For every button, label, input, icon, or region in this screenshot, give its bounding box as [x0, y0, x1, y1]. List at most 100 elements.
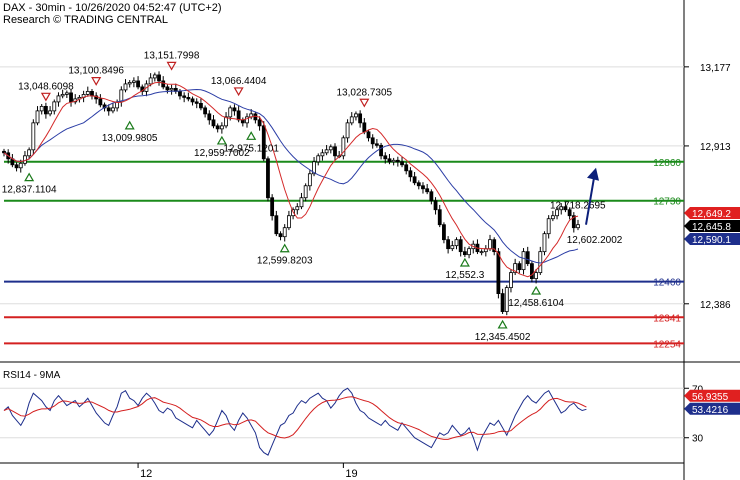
candle-body: [215, 125, 220, 130]
candle-body: [546, 218, 551, 235]
candle-body: [366, 131, 371, 139]
rsi-axis-ticks: 70 30: [684, 384, 704, 445]
rsi-tags: 56.9355 53.4216: [684, 389, 740, 416]
candle-body: [295, 206, 300, 211]
candle-body: [274, 215, 279, 235]
candle-body: [521, 251, 526, 271]
candle-body: [303, 185, 308, 199]
candle-body: [131, 80, 136, 83]
candle-body: [119, 89, 124, 103]
candle-body: [525, 251, 530, 265]
candle-body: [454, 239, 459, 247]
candle-body: [379, 144, 383, 157]
candle-body: [555, 209, 559, 217]
candle-body: [517, 263, 522, 271]
candle-body: [433, 200, 438, 211]
candle-body: [316, 155, 321, 163]
candle-body: [161, 80, 166, 88]
candle-body: [194, 101, 199, 104]
candle-body: [43, 105, 48, 115]
candle-body: [123, 83, 128, 91]
candle-body: [182, 95, 187, 98]
level-label-12460: 12460: [653, 278, 681, 289]
time-axis-ticks: 12 19: [137, 463, 358, 480]
candle-body: [261, 125, 266, 160]
candle-body: [278, 233, 283, 238]
candle-body: [383, 155, 388, 160]
candle-body: [207, 113, 212, 121]
candle-body: [387, 158, 392, 163]
candle-body: [534, 272, 539, 280]
candle-body: [228, 107, 233, 118]
candle-body: [567, 209, 572, 217]
candle-body: [211, 119, 216, 127]
rsi-line: [3, 387, 587, 456]
low-marker-icon: [459, 257, 470, 267]
annotation-label: 12,718.2695: [550, 200, 606, 211]
low-marker-icon: [497, 319, 508, 329]
candle-body: [90, 91, 94, 97]
candle-body: [559, 206, 564, 211]
high-marker-icon: [233, 87, 244, 97]
price-tick-label: 12,913: [700, 142, 731, 153]
rsi-tag-label: 53.4216: [692, 405, 729, 416]
high-annotation-label: 13,028.7305: [337, 87, 393, 98]
low-marker-icon: [531, 285, 542, 295]
candle-body: [27, 149, 32, 157]
candle-body: [203, 107, 208, 115]
level-label-12860: 12860: [653, 158, 681, 169]
rsi-tick-label: 30: [692, 434, 704, 445]
candle-body: [370, 137, 375, 145]
candle-body: [98, 98, 103, 106]
candle-body: [56, 95, 61, 103]
candle-body: [127, 82, 132, 85]
candle-body: [442, 224, 446, 241]
low-annotation-label: 12,345.4502: [475, 332, 531, 343]
candle-body: [333, 146, 337, 157]
candle-body: [18, 162, 23, 169]
candle-body: [219, 125, 224, 130]
rsi-ma-line: [3, 396, 587, 440]
candle-body: [563, 206, 568, 211]
low-marker-icon: [279, 243, 290, 253]
candle-body: [266, 158, 270, 199]
candle-body: [450, 245, 455, 250]
candle-body: [106, 107, 111, 112]
price-tags: 12,649.2 12,645.8 12,590.1: [684, 206, 740, 246]
high-marker-icon: [40, 92, 51, 102]
arrow-shaft: [585, 177, 595, 225]
candle-body: [328, 146, 333, 151]
arrow-head-icon: [587, 167, 599, 181]
candle-body: [467, 248, 471, 256]
candle-body: [85, 91, 90, 95]
candle-body: [169, 88, 174, 91]
candle-body: [462, 251, 467, 256]
candle-body: [232, 107, 237, 112]
candle-body: [437, 209, 442, 226]
candle-body: [136, 80, 140, 88]
candle-body: [39, 105, 44, 112]
candle-body: [35, 110, 40, 124]
candle-body: [23, 155, 27, 164]
high-annotation-label: 13,100.8496: [68, 66, 124, 77]
chart-title: DAX - 30min - 10/26/2020 04:52:47 (UTC+2…: [3, 2, 222, 14]
price-annotations: 13,048.6098 13,100.8496 13,151.7998 13,066.…: [2, 50, 623, 343]
candle-body: [416, 182, 421, 187]
candle-body: [446, 239, 451, 250]
candle-body: [492, 239, 497, 253]
time-tick-label: 12: [140, 468, 152, 480]
candle-body: [538, 251, 543, 274]
candle-body: [60, 94, 65, 97]
price-tick-label: 12,386: [700, 300, 731, 311]
price-tag-last: [684, 219, 740, 232]
candle-body: [412, 176, 417, 184]
annotation-label: 12,602.2002: [567, 235, 623, 246]
candle-body: [509, 272, 513, 289]
time-tick-label: 19: [345, 468, 357, 480]
candle-body: [530, 263, 534, 280]
candle-body: [257, 119, 262, 127]
candle-body: [496, 251, 501, 294]
candle-body: [374, 143, 379, 146]
high-annotation-label: 13,151.7998: [144, 50, 200, 61]
candle-body: [178, 91, 182, 97]
